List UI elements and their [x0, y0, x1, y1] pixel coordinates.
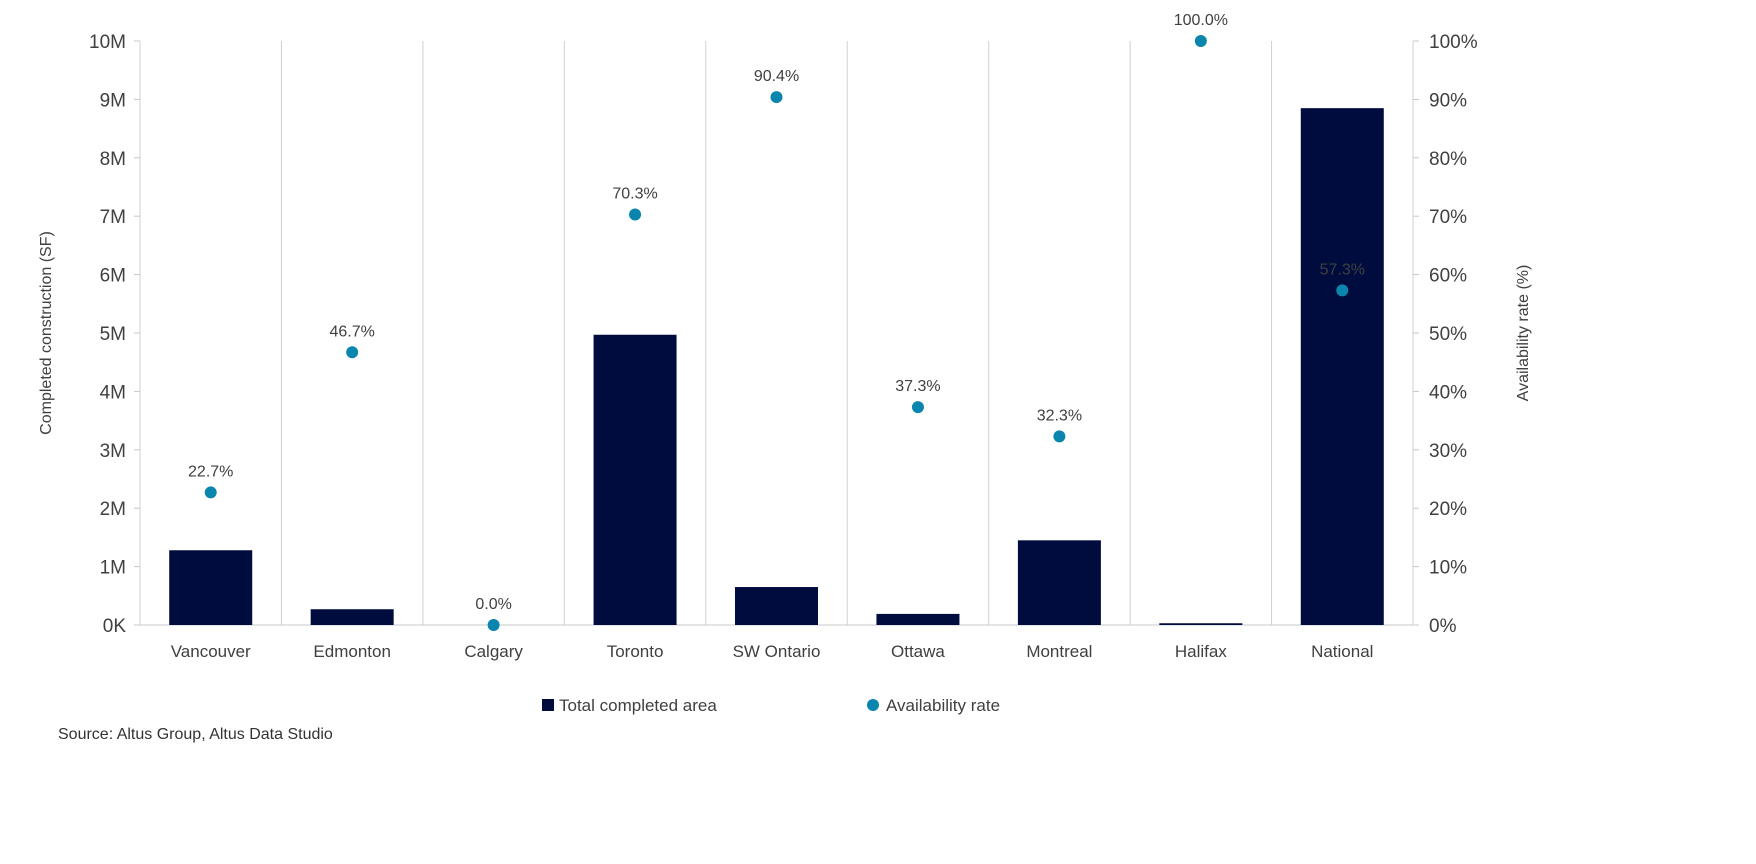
- data-label: 100.0%: [1174, 12, 1228, 29]
- x-tick-label: Ottawa: [891, 642, 945, 661]
- y2-tick-label: 20%: [1429, 499, 1467, 520]
- legend-label-dot: Availability rate: [886, 696, 1000, 715]
- y2-tick-label: 0%: [1429, 616, 1457, 637]
- bar-sw-ontario: [735, 587, 818, 625]
- availability-point: [770, 91, 783, 104]
- data-label: 0.0%: [475, 596, 511, 613]
- data-label: 37.3%: [895, 378, 940, 395]
- y-tick-label: 0K: [103, 616, 127, 637]
- bar-vancouver: [169, 550, 253, 625]
- availability-point: [911, 401, 924, 414]
- x-tick-label: Montreal: [1026, 642, 1092, 661]
- y2-tick-label: 50%: [1429, 324, 1467, 345]
- y2-tick-label: 40%: [1429, 382, 1467, 403]
- y-tick-label: 8M: [100, 149, 126, 170]
- bar-montreal: [1017, 540, 1101, 625]
- y-tick-label: 3M: [100, 441, 126, 462]
- y-axis-title: Completed construction (SF): [38, 231, 55, 435]
- y2-tick-label: 80%: [1429, 149, 1467, 170]
- availability-point: [346, 346, 359, 359]
- availability-point: [1053, 430, 1066, 443]
- data-label: 32.3%: [1037, 407, 1082, 424]
- x-tick-label: SW Ontario: [733, 642, 821, 661]
- source-note: Source: Altus Group, Altus Data Studio: [58, 726, 333, 743]
- data-label: 57.3%: [1320, 261, 1365, 278]
- legend-swatch-bar: [542, 699, 554, 711]
- y2-tick-label: 30%: [1429, 441, 1467, 462]
- availability-point: [487, 619, 500, 631]
- y-tick-label: 4M: [100, 382, 126, 403]
- x-tick-label: Halifax: [1175, 642, 1227, 661]
- x-tick-label: Calgary: [464, 642, 523, 661]
- y-tick-label: 9M: [100, 90, 126, 111]
- bar-ottawa: [876, 613, 960, 625]
- bar-edmonton: [310, 609, 394, 625]
- data-label: 90.4%: [754, 68, 799, 85]
- data-label: 22.7%: [188, 463, 233, 480]
- availability-point: [629, 208, 642, 221]
- bar-toronto: [593, 334, 677, 625]
- availability-point: [1194, 35, 1207, 47]
- x-tick-label: Edmonton: [313, 642, 391, 661]
- y-tick-label: 5M: [100, 324, 126, 345]
- y-tick-label: 1M: [100, 558, 126, 579]
- data-label: 70.3%: [612, 185, 657, 202]
- data-label: 46.7%: [329, 323, 374, 340]
- bar-national: [1300, 108, 1384, 625]
- legend-swatch-dot: [867, 699, 879, 711]
- y2-tick-label: 60%: [1429, 266, 1467, 287]
- y-tick-label: 7M: [100, 207, 126, 228]
- x-tick-label: Vancouver: [171, 642, 251, 661]
- availability-point: [204, 486, 217, 499]
- availability-point: [1336, 284, 1349, 297]
- y2-tick-label: 100%: [1429, 32, 1478, 53]
- x-tick-label: National: [1311, 642, 1373, 661]
- y2-tick-label: 10%: [1429, 558, 1467, 579]
- y-tick-label: 10M: [89, 32, 126, 53]
- bar-halifax: [1159, 623, 1243, 625]
- legend-label-bar: Total completed area: [559, 696, 717, 715]
- y2-tick-label: 70%: [1429, 207, 1467, 228]
- y-tick-label: 6M: [100, 266, 126, 287]
- y-tick-label: 2M: [100, 499, 126, 520]
- y2-axis-title: Availability rate (%): [1515, 265, 1532, 402]
- y2-tick-label: 90%: [1429, 90, 1467, 111]
- x-tick-label: Toronto: [607, 642, 664, 661]
